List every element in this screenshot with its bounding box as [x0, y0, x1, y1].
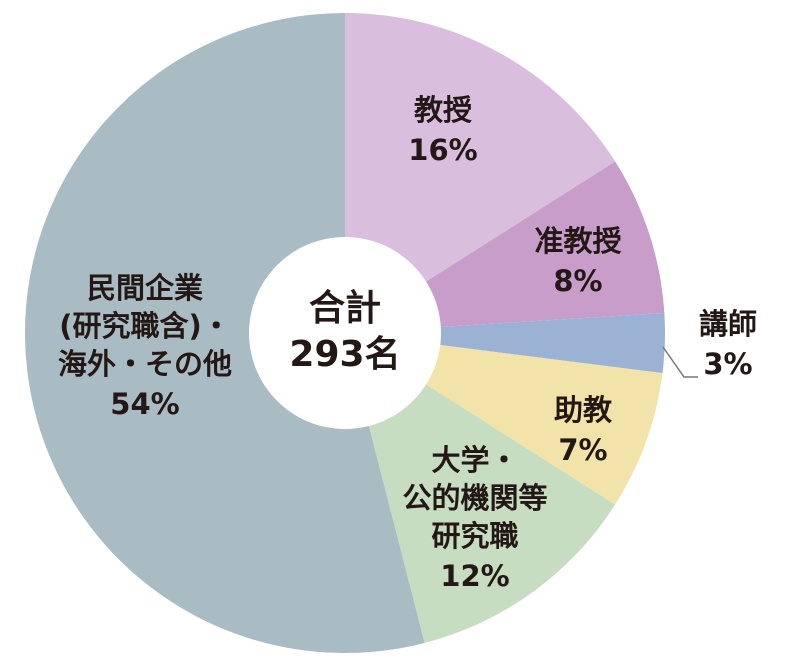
value-label: 54% — [110, 387, 179, 421]
pie-slice — [345, 312, 665, 374]
value-label: 12% — [440, 559, 509, 593]
slice-label: 研究職 — [431, 519, 518, 553]
slice-label: 大学・ — [431, 443, 518, 477]
center-hole — [249, 237, 441, 429]
value-label: 8% — [553, 264, 602, 298]
slice-label: 講師 — [699, 307, 757, 341]
leader-line — [662, 346, 698, 378]
slice-label: 公的機関等 — [402, 481, 547, 515]
pie-slice — [25, 13, 425, 653]
pie-slice — [345, 13, 616, 333]
slice-label: 准教授 — [534, 224, 621, 258]
slice-label: 民間企業 — [87, 271, 203, 305]
center-label: 合計 — [309, 288, 381, 329]
slice-label: 教授 — [414, 93, 472, 127]
value-label: 16% — [408, 133, 477, 167]
slice-label: (研究職含)・ — [59, 309, 231, 343]
slice-label: 助教 — [554, 393, 612, 427]
value-label: 7% — [558, 433, 607, 467]
slice-label: 海外・その他 — [58, 347, 232, 381]
value-label: 3% — [703, 347, 752, 381]
pie-slice — [345, 333, 616, 643]
center-label: 293名 — [289, 334, 400, 375]
